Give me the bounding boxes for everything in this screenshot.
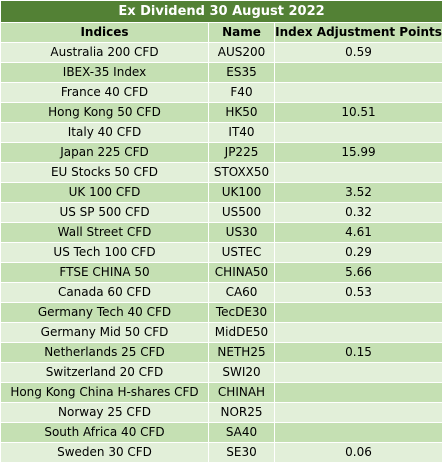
points-cell: 3.52	[275, 183, 442, 203]
points-cell	[275, 83, 442, 103]
points-cell: 0.15	[275, 343, 442, 363]
index-cell: EU Stocks 50 CFD	[1, 163, 209, 183]
index-cell: US Tech 100 CFD	[1, 243, 209, 263]
table-row: IBEX-35 Index ES35	[1, 63, 442, 83]
table-row: Canada 60 CFD CA60 0.53	[1, 283, 442, 303]
column-header-adjustment: Index Adjustment Points	[275, 23, 442, 43]
table-row: Wall Street CFD US30 4.61	[1, 223, 442, 243]
index-cell: France 40 CFD	[1, 83, 209, 103]
symbol-cell: CHINA50	[209, 263, 275, 283]
index-cell: US SP 500 CFD	[1, 203, 209, 223]
column-header-indices: Indices	[1, 23, 209, 43]
symbol-cell: ES35	[209, 63, 275, 83]
points-cell	[275, 423, 442, 443]
index-cell: South Africa 40 CFD	[1, 423, 209, 443]
points-cell: 0.29	[275, 243, 442, 263]
symbol-cell: CHINAH	[209, 383, 275, 403]
index-cell: Hong Kong 50 CFD	[1, 103, 209, 123]
symbol-cell: HK50	[209, 103, 275, 123]
points-cell	[275, 63, 442, 83]
table-row: France 40 CFD F40	[1, 83, 442, 103]
symbol-cell: UK100	[209, 183, 275, 203]
table-row: US SP 500 CFD US500 0.32	[1, 203, 442, 223]
points-cell	[275, 123, 442, 143]
table-row: FTSE CHINA 50 CHINA50 5.66	[1, 263, 442, 283]
table-row: Japan 225 CFD JP225 15.99	[1, 143, 442, 163]
symbol-cell: USTEC	[209, 243, 275, 263]
table-row: Netherlands 25 CFD NETH25 0.15	[1, 343, 442, 363]
symbol-cell: CA60	[209, 283, 275, 303]
table-row: Hong Kong 50 CFD HK50 10.51	[1, 103, 442, 123]
points-cell: 0.59	[275, 43, 442, 63]
symbol-cell: US500	[209, 203, 275, 223]
symbol-cell: NOR25	[209, 403, 275, 423]
points-cell: 5.66	[275, 263, 442, 283]
table-row: UK 100 CFD UK100 3.52	[1, 183, 442, 203]
index-cell: IBEX-35 Index	[1, 63, 209, 83]
symbol-cell: F40	[209, 83, 275, 103]
symbol-cell: US30	[209, 223, 275, 243]
table-row: US Tech 100 CFD USTEC 0.29	[1, 243, 442, 263]
index-cell: UK 100 CFD	[1, 183, 209, 203]
symbol-cell: TecDE30	[209, 303, 275, 323]
symbol-cell: SA40	[209, 423, 275, 443]
symbol-cell: SE30	[209, 443, 275, 463]
points-cell: 0.06	[275, 443, 442, 463]
title-row: Ex Dividend 30 August 2022	[1, 1, 442, 23]
points-cell	[275, 303, 442, 323]
points-cell	[275, 163, 442, 183]
points-cell	[275, 363, 442, 383]
table-title: Ex Dividend 30 August 2022	[1, 1, 442, 23]
index-cell: Australia 200 CFD	[1, 43, 209, 63]
table-row: Hong Kong China H-shares CFD CHINAH	[1, 383, 442, 403]
table-row: Italy 40 CFD IT40	[1, 123, 442, 143]
index-cell: Sweden 30 CFD	[1, 443, 209, 463]
symbol-cell: MidDE50	[209, 323, 275, 343]
points-cell: 10.51	[275, 103, 442, 123]
table-row: Germany Tech 40 CFD TecDE30	[1, 303, 442, 323]
symbol-cell: AUS200	[209, 43, 275, 63]
table-row: Sweden 30 CFD SE30 0.06	[1, 443, 442, 463]
index-cell: Italy 40 CFD	[1, 123, 209, 143]
table-row: Germany Mid 50 CFD MidDE50	[1, 323, 442, 343]
table-row: EU Stocks 50 CFD STOXX50	[1, 163, 442, 183]
symbol-cell: JP225	[209, 143, 275, 163]
index-cell: Japan 225 CFD	[1, 143, 209, 163]
points-cell	[275, 403, 442, 423]
points-cell	[275, 323, 442, 343]
table-row: South Africa 40 CFD SA40	[1, 423, 442, 443]
points-cell: 0.32	[275, 203, 442, 223]
index-cell: Wall Street CFD	[1, 223, 209, 243]
index-cell: FTSE CHINA 50	[1, 263, 209, 283]
table-row: Norway 25 CFD NOR25	[1, 403, 442, 423]
table-row: Switzerland 20 CFD SWI20	[1, 363, 442, 383]
symbol-cell: IT40	[209, 123, 275, 143]
column-header-name: Name	[209, 23, 275, 43]
points-cell: 15.99	[275, 143, 442, 163]
symbol-cell: STOXX50	[209, 163, 275, 183]
index-cell: Norway 25 CFD	[1, 403, 209, 423]
index-cell: Germany Tech 40 CFD	[1, 303, 209, 323]
index-cell: Hong Kong China H-shares CFD	[1, 383, 209, 403]
symbol-cell: SWI20	[209, 363, 275, 383]
points-cell	[275, 383, 442, 403]
table-body: Australia 200 CFD AUS200 0.59 IBEX-35 In…	[1, 43, 442, 463]
table-row: Australia 200 CFD AUS200 0.59	[1, 43, 442, 63]
index-cell: Canada 60 CFD	[1, 283, 209, 303]
symbol-cell: NETH25	[209, 343, 275, 363]
points-cell: 4.61	[275, 223, 442, 243]
index-cell: Switzerland 20 CFD	[1, 363, 209, 383]
index-cell: Germany Mid 50 CFD	[1, 323, 209, 343]
points-cell: 0.53	[275, 283, 442, 303]
index-cell: Netherlands 25 CFD	[1, 343, 209, 363]
header-row: Indices Name Index Adjustment Points	[1, 23, 442, 43]
